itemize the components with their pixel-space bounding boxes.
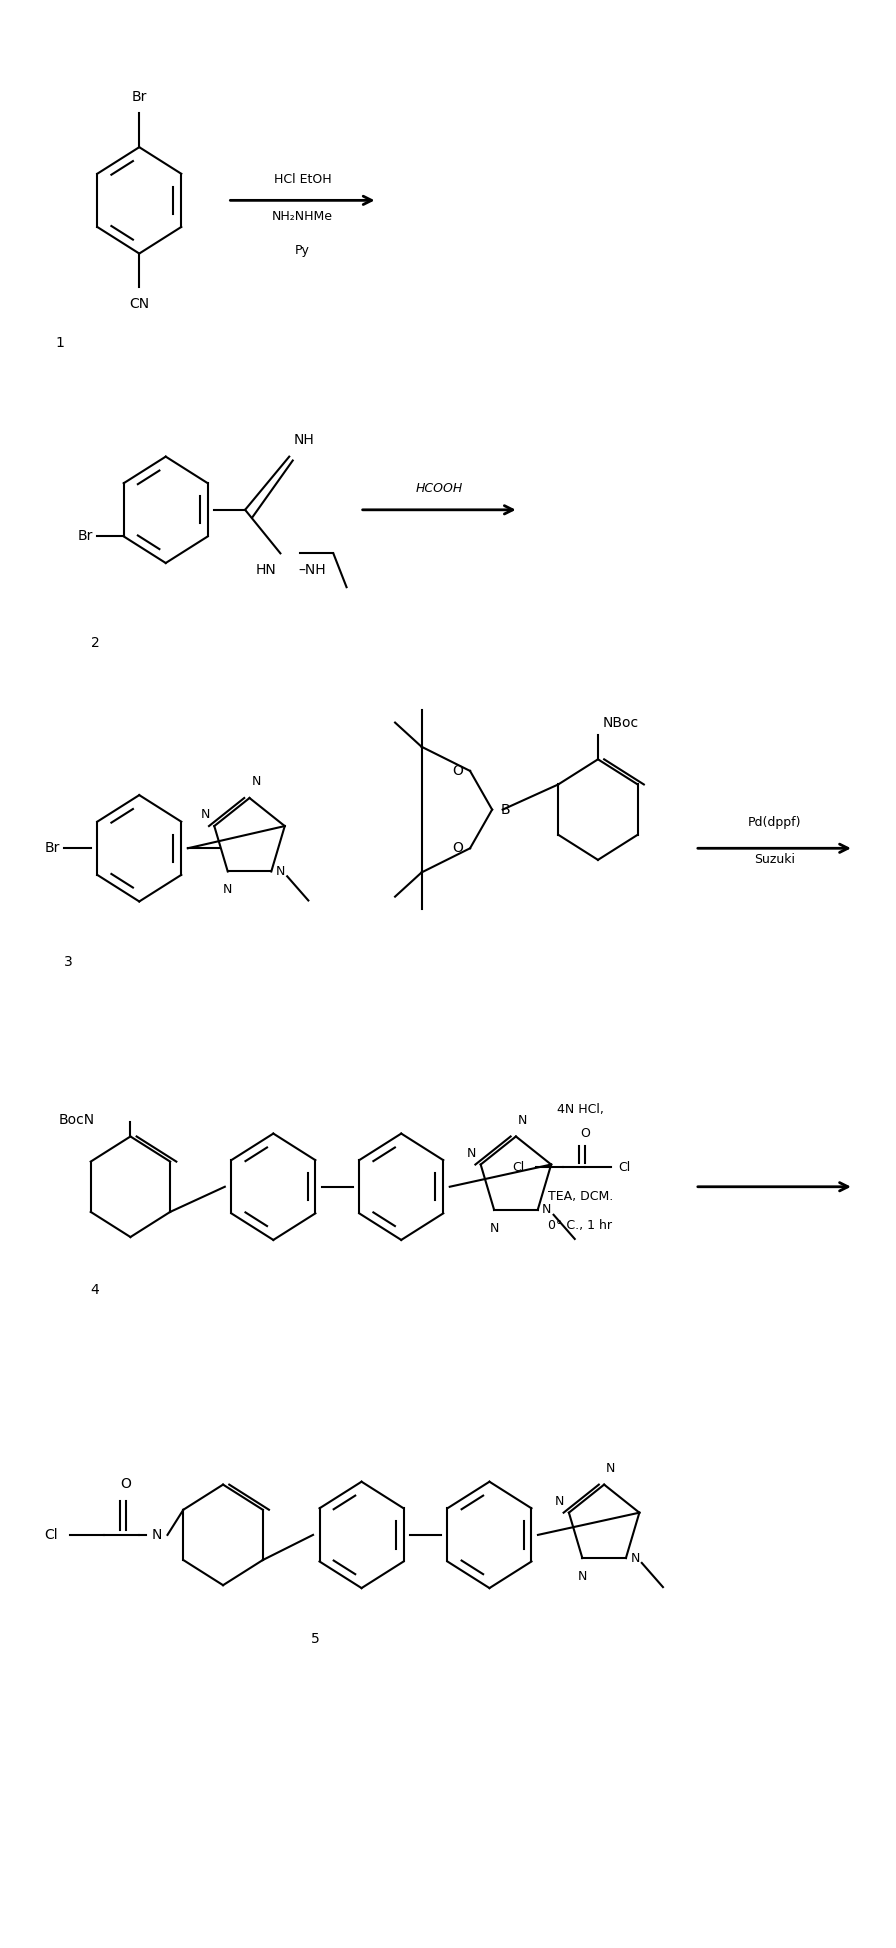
Text: O: O [121,1477,132,1492]
Text: N: N [489,1221,499,1235]
Text: CN: CN [129,296,150,312]
Text: Pd(dppf): Pd(dppf) [747,816,801,830]
Text: B: B [501,803,511,816]
Text: BocN: BocN [59,1112,95,1126]
Text: NH₂NHMe: NH₂NHMe [272,210,333,222]
Text: Suzuki: Suzuki [754,853,795,867]
Text: HN: HN [255,563,276,577]
Text: HCOOH: HCOOH [416,483,463,495]
Text: N: N [276,865,285,879]
Text: Cl: Cl [513,1161,525,1175]
Text: Br: Br [45,842,60,855]
Text: N: N [467,1147,477,1159]
Text: O: O [452,764,463,777]
Text: N: N [518,1114,527,1126]
Text: HCl EtOH: HCl EtOH [273,173,332,185]
Text: N: N [201,808,210,822]
Text: NBoc: NBoc [602,717,639,730]
Text: 4N HCl,: 4N HCl, [557,1103,604,1116]
Text: 1: 1 [56,335,65,351]
Text: N: N [223,882,232,896]
Text: Cl: Cl [618,1161,631,1175]
Text: N: N [606,1461,616,1475]
Text: Br: Br [77,530,93,543]
Text: Cl: Cl [44,1527,58,1543]
Text: N: N [542,1204,551,1216]
Text: 4: 4 [90,1284,99,1297]
Text: O: O [580,1128,590,1140]
Text: Py: Py [295,244,310,257]
Text: Br: Br [132,90,147,103]
Text: N: N [151,1527,162,1543]
Text: O: O [452,842,463,855]
Text: N: N [578,1570,587,1582]
Text: 5: 5 [311,1632,320,1646]
Text: NH: NH [294,432,314,446]
Text: 0° C., 1 hr: 0° C., 1 hr [548,1219,612,1231]
Text: N: N [251,775,261,789]
Text: –NH: –NH [298,563,325,577]
Text: 3: 3 [65,955,73,968]
Text: 2: 2 [90,635,99,649]
Text: TEA, DCM.: TEA, DCM. [547,1190,613,1204]
Text: N: N [630,1551,640,1564]
Text: N: N [556,1494,564,1508]
